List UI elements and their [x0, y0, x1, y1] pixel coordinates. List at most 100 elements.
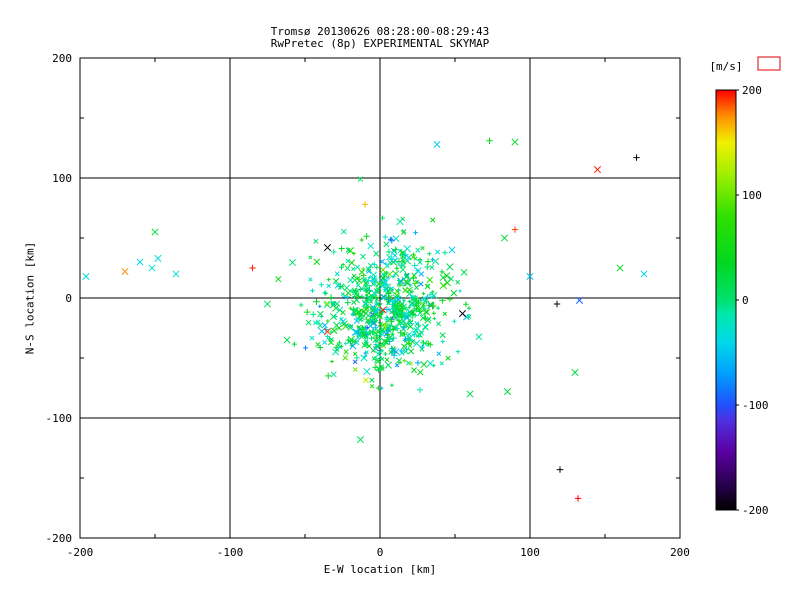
data-point — [411, 262, 418, 269]
data-point — [397, 277, 405, 285]
data-point — [148, 264, 156, 272]
data-point — [365, 325, 370, 330]
data-point — [373, 308, 379, 314]
data-point — [344, 289, 352, 297]
data-point — [417, 259, 423, 265]
data-point — [466, 390, 474, 398]
data-point — [352, 307, 359, 314]
data-point — [388, 236, 396, 244]
data-point — [344, 299, 351, 306]
data-point — [463, 301, 469, 307]
data-point — [374, 358, 382, 365]
data-point — [373, 319, 378, 323]
data-point — [338, 245, 345, 252]
data-point — [414, 284, 420, 290]
data-point — [121, 268, 129, 276]
data-point — [420, 245, 425, 251]
data-point — [460, 268, 468, 276]
data-point — [317, 344, 324, 351]
data-point — [313, 298, 320, 306]
data-point — [404, 273, 410, 279]
data-point — [313, 238, 319, 244]
data-point — [411, 252, 416, 257]
data-point — [339, 344, 344, 349]
data-point — [379, 312, 384, 317]
y-tick-label: -100 — [46, 412, 73, 425]
data-point — [344, 265, 351, 272]
data-point — [422, 298, 428, 304]
data-point — [341, 322, 350, 330]
data-point — [436, 306, 441, 311]
data-point — [571, 368, 579, 376]
data-point — [303, 345, 308, 351]
data-point — [338, 264, 345, 270]
data-point — [383, 306, 391, 313]
data-point — [321, 322, 328, 329]
data-point — [263, 300, 272, 308]
data-point — [410, 310, 415, 315]
data-point — [435, 249, 441, 255]
data-point — [431, 311, 436, 316]
data-point — [348, 259, 356, 267]
data-point — [384, 361, 393, 369]
data-point — [361, 342, 368, 349]
x-tick-label: -200 — [67, 546, 94, 559]
colorbar-gradient — [716, 90, 736, 510]
data-point — [349, 337, 357, 345]
data-point — [398, 360, 402, 365]
data-point — [345, 247, 351, 253]
data-point — [407, 348, 415, 355]
data-point — [403, 339, 411, 347]
data-point — [407, 306, 411, 310]
data-point — [414, 325, 422, 333]
data-point — [442, 250, 448, 256]
data-point — [415, 247, 421, 253]
data-point — [349, 342, 357, 350]
data-point — [440, 339, 445, 344]
y-tick-label: -200 — [46, 532, 73, 545]
data-point — [340, 228, 347, 235]
data-point — [419, 314, 427, 322]
data-point — [373, 250, 380, 257]
data-point — [378, 337, 382, 341]
data-point — [380, 327, 386, 333]
data-point — [325, 319, 330, 323]
data-point — [556, 466, 564, 473]
data-point — [249, 264, 256, 272]
data-point — [411, 367, 417, 374]
data-point — [429, 264, 435, 270]
data-point — [375, 301, 382, 308]
data-point — [426, 276, 434, 284]
data-point — [640, 270, 648, 278]
data-point — [375, 385, 381, 391]
data-point — [346, 247, 355, 255]
data-point — [379, 282, 387, 289]
data-point — [375, 328, 382, 335]
data-point — [364, 285, 372, 292]
data-point — [383, 352, 388, 356]
data-point — [369, 377, 375, 383]
data-point — [392, 348, 400, 356]
data-point — [396, 279, 404, 287]
data-point — [340, 309, 346, 316]
data-point — [326, 277, 331, 282]
data-point — [393, 315, 399, 321]
data-point — [365, 312, 372, 319]
data-point — [352, 328, 360, 336]
data-point — [553, 300, 561, 308]
data-point — [344, 293, 351, 301]
data-point — [352, 351, 358, 356]
data-point — [363, 367, 371, 376]
data-point — [421, 302, 426, 307]
colorbar: 200 100 0 -100 -200 — [715, 56, 781, 517]
data-point — [398, 313, 406, 321]
data-point — [486, 137, 493, 144]
data-point — [339, 317, 347, 326]
data-point — [417, 368, 424, 376]
data-point — [395, 258, 403, 265]
data-point — [394, 362, 400, 368]
data-point — [418, 309, 423, 314]
data-point — [439, 274, 447, 282]
data-point — [369, 335, 374, 341]
data-point — [439, 269, 445, 275]
